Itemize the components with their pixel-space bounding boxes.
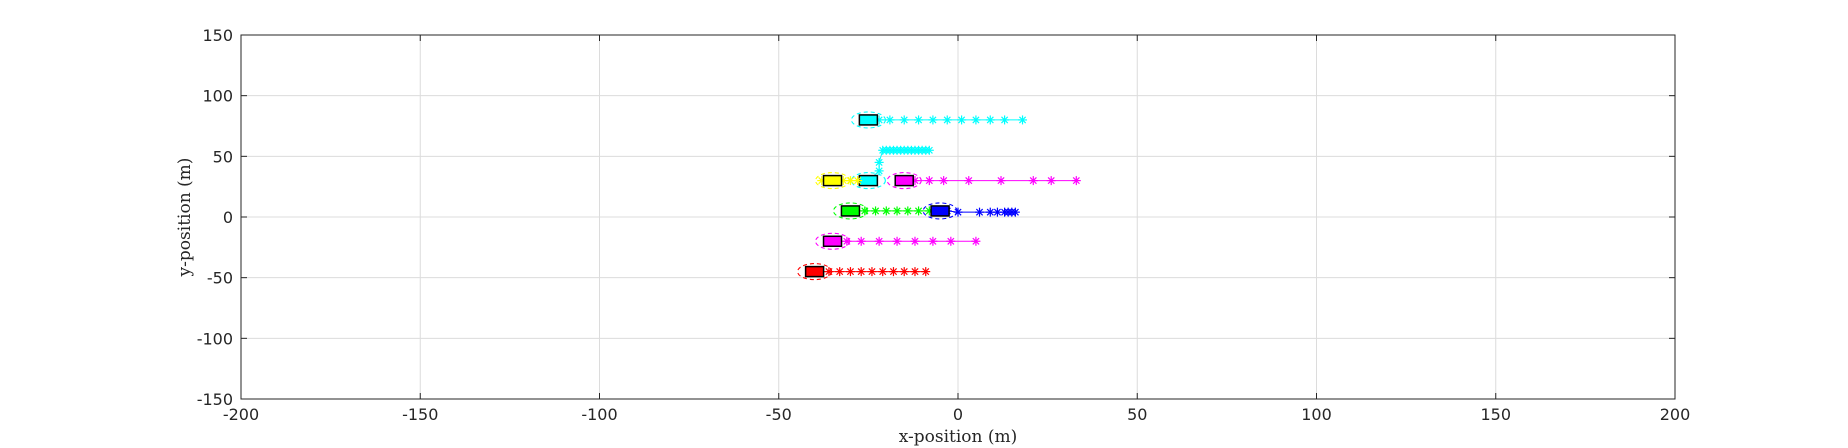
- uncertainty-ellipse: [886, 172, 922, 190]
- vehicle-marker: [894, 174, 914, 187]
- trajectory-point: [871, 206, 881, 216]
- trajectory-point: [885, 115, 895, 125]
- vehicle-marker: [840, 205, 861, 217]
- y-tick-label: 100: [202, 87, 233, 106]
- trajectory-point: [867, 267, 877, 277]
- trajectory-point: [971, 115, 981, 125]
- trajectory-point: [878, 267, 888, 277]
- vehicle-track: [886, 172, 1081, 190]
- trajectory-point: [996, 176, 1006, 186]
- y-tick-label: 150: [202, 26, 233, 45]
- trajectory-point: [856, 236, 866, 246]
- y-tick-label: 50: [213, 147, 233, 166]
- x-tick-label: -200: [223, 405, 259, 424]
- x-tick-label: 0: [953, 405, 963, 424]
- trajectory-point: [845, 267, 855, 277]
- x-axis-label: x-position (m): [899, 427, 1018, 447]
- vehicle-marker: [822, 235, 843, 248]
- trajectory-point: [910, 236, 920, 246]
- x-tick-label: -150: [402, 405, 438, 424]
- vehicle-marker: [804, 265, 825, 278]
- vehicle-marker: [930, 205, 950, 217]
- trajectory-point: [899, 267, 909, 277]
- vehicle-track: [922, 202, 1020, 220]
- trajectory-point: [1000, 115, 1010, 125]
- y-tick-label: 0: [223, 208, 233, 227]
- trajectory-point: [914, 115, 924, 125]
- vehicle-track: [814, 172, 863, 190]
- x-tick-label: 100: [1301, 405, 1332, 424]
- y-tick-label: -150: [197, 390, 233, 409]
- x-tick-label: 150: [1480, 405, 1511, 424]
- y-axis-label: y-position (m): [175, 158, 195, 278]
- trajectory-point: [835, 267, 845, 277]
- trajectory-point: [939, 176, 949, 186]
- trajectory-point: [1046, 176, 1056, 186]
- y-tick-label: -100: [197, 329, 233, 348]
- uncertainty-ellipse: [850, 111, 886, 129]
- plot-area: [797, 111, 1081, 281]
- x-tick-label: 50: [1127, 405, 1147, 424]
- trajectory-point: [914, 206, 924, 216]
- x-tick-label: 200: [1660, 405, 1691, 424]
- uncertainty-ellipse: [797, 263, 833, 281]
- trajectory-point: [888, 267, 898, 277]
- trajectory-point: [856, 267, 866, 277]
- trajectory-point: [928, 115, 938, 125]
- vehicle-track: [832, 202, 934, 220]
- trajectory-point: [964, 176, 974, 186]
- trajectory-point: [1010, 207, 1020, 217]
- uncertainty-ellipse: [814, 232, 851, 250]
- tick-labels: -200 -150 -100 -50 0 50 100 150 200-150-100-5005…: [197, 26, 1691, 424]
- trajectory-point: [1028, 176, 1038, 186]
- trajectory-point: [892, 206, 902, 216]
- trajectory-point: [946, 236, 956, 246]
- vehicle-marker: [822, 174, 843, 187]
- trajectory-point: [957, 115, 967, 125]
- uncertainty-ellipse: [922, 202, 958, 220]
- trajectory-point: [928, 236, 938, 246]
- trajectory-point: [942, 115, 952, 125]
- vehicle-track: [814, 232, 981, 250]
- axes-box: [240, 34, 1676, 400]
- trajectory-point: [975, 207, 985, 217]
- trajectory-point: [874, 157, 884, 167]
- trajectory-point: [892, 236, 902, 246]
- trajectory-point: [1071, 176, 1081, 186]
- x-tick-label: -50: [766, 405, 792, 424]
- trajectory-point: [1018, 115, 1028, 125]
- trajectory-point: [874, 236, 884, 246]
- trajectory-point: [910, 267, 920, 277]
- trajectory-point: [899, 115, 909, 125]
- trajectory-point: [853, 176, 863, 186]
- y-tick-label: -50: [207, 269, 233, 288]
- uncertainty-ellipse: [814, 172, 851, 190]
- vehicle-track: [797, 263, 931, 281]
- trajectory-point: [953, 207, 963, 217]
- trajectory-point: [924, 145, 934, 155]
- trajectory-point: [985, 115, 995, 125]
- trajectory-point: [921, 267, 931, 277]
- trajectory-point: [924, 176, 934, 186]
- trajectory-point: [992, 207, 1002, 217]
- uncertainty-ellipse: [832, 202, 869, 220]
- grid: [241, 35, 1675, 399]
- trajectory-point: [881, 206, 891, 216]
- vehicle-track: [850, 145, 934, 190]
- uncertainty-ellipse: [850, 172, 886, 190]
- trajectory-point: [903, 206, 913, 216]
- vehicle-track: [850, 111, 1028, 129]
- x-tick-label: -100: [581, 405, 617, 424]
- vehicle-marker: [858, 114, 879, 126]
- trajectory-point: [971, 236, 981, 246]
